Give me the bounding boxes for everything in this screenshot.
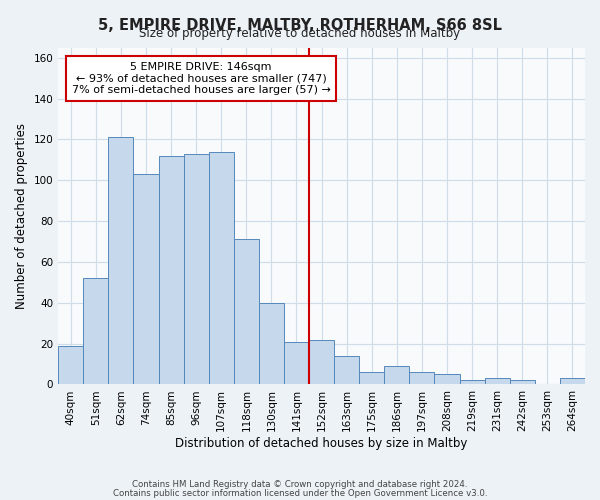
Bar xyxy=(510,380,535,384)
Bar xyxy=(409,372,434,384)
Bar xyxy=(485,378,510,384)
Bar xyxy=(359,372,385,384)
Bar xyxy=(133,174,158,384)
X-axis label: Distribution of detached houses by size in Maltby: Distribution of detached houses by size … xyxy=(175,437,468,450)
Bar xyxy=(284,342,309,384)
Bar xyxy=(234,240,259,384)
Bar xyxy=(560,378,585,384)
Text: Contains public sector information licensed under the Open Government Licence v3: Contains public sector information licen… xyxy=(113,488,487,498)
Text: 5 EMPIRE DRIVE: 146sqm
← 93% of detached houses are smaller (747)
7% of semi-det: 5 EMPIRE DRIVE: 146sqm ← 93% of detached… xyxy=(72,62,331,95)
Bar xyxy=(58,346,83,385)
Text: 5, EMPIRE DRIVE, MALTBY, ROTHERHAM, S66 8SL: 5, EMPIRE DRIVE, MALTBY, ROTHERHAM, S66 … xyxy=(98,18,502,32)
Bar xyxy=(109,138,133,384)
Bar xyxy=(460,380,485,384)
Bar xyxy=(184,154,209,384)
Bar xyxy=(385,366,409,384)
Bar xyxy=(334,356,359,384)
Text: Contains HM Land Registry data © Crown copyright and database right 2024.: Contains HM Land Registry data © Crown c… xyxy=(132,480,468,489)
Bar xyxy=(434,374,460,384)
Text: Size of property relative to detached houses in Maltby: Size of property relative to detached ho… xyxy=(139,28,461,40)
Bar xyxy=(309,340,334,384)
Bar xyxy=(209,152,234,384)
Bar xyxy=(83,278,109,384)
Bar xyxy=(259,303,284,384)
Bar xyxy=(158,156,184,384)
Y-axis label: Number of detached properties: Number of detached properties xyxy=(15,123,28,309)
